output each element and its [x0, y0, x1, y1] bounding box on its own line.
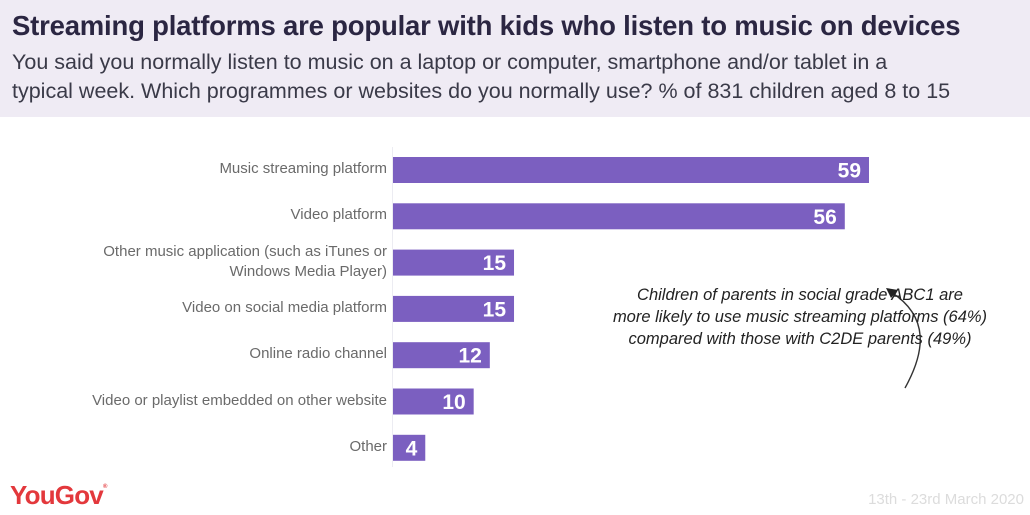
chart-subtitle: You said you normally listen to music on…: [12, 48, 1027, 106]
category-label-line: Video platform: [290, 206, 387, 224]
category-label: Other: [349, 437, 387, 457]
bar-value-label: 4: [406, 437, 418, 460]
category-label-line: Video or playlist embedded on other webs…: [92, 391, 387, 409]
subtitle-line-1: You said you normally listen to music on…: [12, 50, 888, 74]
bar-2: [393, 203, 845, 230]
bar-value-label: 10: [442, 391, 465, 414]
category-label-line: Online radio channel: [249, 345, 387, 363]
category-label-line: Music streaming platform: [219, 160, 387, 177]
category-label-line: Video on social media platform: [182, 298, 387, 316]
yougov-logo: YouGov®: [10, 480, 107, 511]
bar-value-label: 15: [483, 298, 507, 321]
annotation-line-1: Children of parents in social grade ABC1…: [637, 286, 963, 304]
category-label-line: Other: [349, 437, 387, 455]
category-label-line: Windows Media Player): [229, 262, 387, 280]
annotation-line-3: compared with those with C2DE parents (4…: [628, 330, 972, 348]
annotation-arrow: [890, 291, 921, 389]
category-label: Video on social media platform: [182, 298, 387, 318]
fieldwork-date: 13th - 23rd March 2020: [868, 491, 1024, 508]
category-label: Video or playlist embedded on other webs…: [92, 391, 387, 411]
bar-value-label: 56: [813, 206, 836, 229]
category-label: Video platform: [291, 205, 387, 225]
arrowhead-icon: [886, 288, 898, 298]
brand-name: YouGov: [10, 480, 104, 510]
category-label: Other music application (such as iTunes …: [103, 242, 387, 282]
bar-4: [393, 295, 515, 322]
subtitle-line-2: typical week. Which programmes or websit…: [12, 79, 951, 103]
bar-5: [393, 342, 490, 369]
header-band: Streaming platforms are popular with kid…: [0, 0, 1030, 117]
bar-3: [393, 249, 515, 276]
bar-1: [393, 157, 869, 183]
bar-value-label: 15: [483, 252, 507, 275]
annotation-text: Children of parents in social grade ABC1…: [570, 284, 1030, 350]
bar-value-label: 59: [838, 160, 861, 183]
category-label: Music streaming platform: [219, 159, 387, 179]
category-label: Online radio channel: [249, 344, 387, 364]
bar-7: [393, 434, 426, 461]
registered-mark: ®: [102, 484, 107, 490]
bar-6: [393, 388, 474, 415]
annotation-line-2: more likely to use music streaming platf…: [612, 308, 988, 326]
chart-title: Streaming platforms are popular with kid…: [12, 10, 961, 41]
bar-value-label: 12: [458, 345, 481, 368]
category-label-line: Other music application (such as iTunes …: [103, 242, 387, 260]
